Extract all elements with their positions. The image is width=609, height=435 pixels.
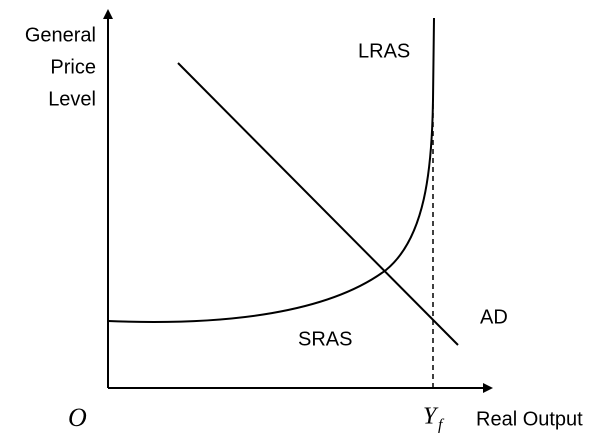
y-axis-label: Level (48, 88, 96, 110)
lras-label: LRAS (358, 40, 410, 62)
yf-label: Y (423, 404, 439, 430)
yf-subscript: f (438, 417, 445, 434)
y-axis-label: General (25, 24, 96, 46)
origin-label: O (68, 403, 87, 432)
y-axis-label: Price (50, 56, 96, 78)
ad-label: AD (480, 306, 508, 328)
ad-curve (177, 62, 459, 346)
as-curve (107, 17, 435, 323)
sras-label: SRAS (298, 328, 352, 350)
x-axis-label: Real Output (476, 408, 583, 430)
